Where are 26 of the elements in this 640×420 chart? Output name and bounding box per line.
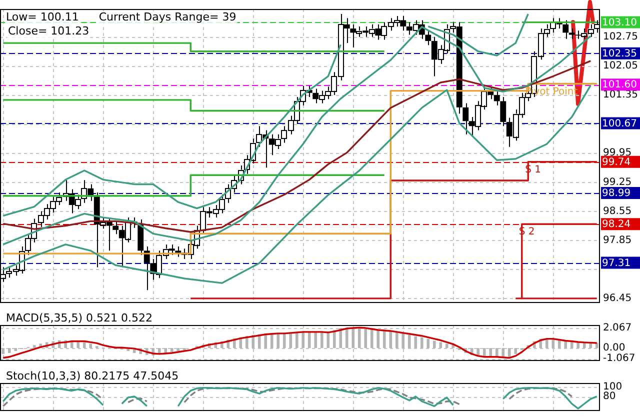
ref-line-label: 98.24 [602, 219, 631, 230]
y-tick-label: 99.95 [603, 148, 632, 159]
chart-title: MACD(5,35,5) 0.521 0.522 [6, 311, 153, 324]
y-tick-label: 80 [603, 391, 616, 402]
ref-line-label: 99.74 [602, 156, 631, 168]
chart-title: Stoch(10,3,3) 80.2175 47.5045 [6, 369, 179, 382]
ref-line-label: 97.31 [602, 258, 631, 269]
y-tick-label: 96.45 [603, 293, 632, 304]
annotation: Current Days Range= 39 [98, 10, 236, 24]
y-tick-label: 98.55 [603, 206, 632, 217]
y-tick-label: 100 [603, 381, 622, 392]
y-tick-label: 101.35 [603, 90, 638, 101]
y-tick-label: 0.00 [603, 342, 626, 354]
ref-line-label: 98.99 [602, 188, 631, 200]
y-tick-label: 97.85 [603, 234, 632, 246]
ref-line-label: 101.60 [602, 80, 637, 91]
ref-line-label: 100.67 [602, 118, 637, 130]
y-tick-label: 102.05 [603, 60, 638, 72]
y-tick-label: 102.75 [603, 31, 638, 42]
y-tick-label: 2.067 [603, 322, 632, 334]
annotation: Close= 101.23 [8, 24, 90, 38]
ref-line-label: 103.10 [602, 17, 637, 28]
y-tick-label: -1.067 [603, 353, 636, 364]
y-tick-label: 99.25 [603, 176, 632, 188]
ref-line-label: 102.35 [602, 48, 637, 60]
annotation: Low= 100.11 [6, 10, 79, 24]
